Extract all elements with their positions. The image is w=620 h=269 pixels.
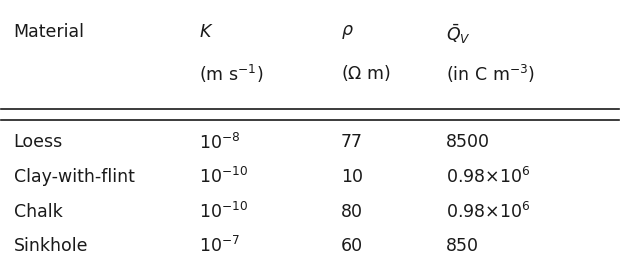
Text: $\rho$: $\rho$ — [341, 23, 353, 41]
Text: 77: 77 — [341, 133, 363, 151]
Text: $10^{-7}$: $10^{-7}$ — [199, 236, 240, 256]
Text: Loess: Loess — [14, 133, 63, 151]
Text: $\bar{Q}_V$: $\bar{Q}_V$ — [446, 23, 471, 46]
Text: 80: 80 — [341, 203, 363, 221]
Text: $K$: $K$ — [199, 23, 213, 41]
Text: $10^{-10}$: $10^{-10}$ — [199, 167, 248, 187]
Text: 850: 850 — [446, 237, 479, 255]
Text: Chalk: Chalk — [14, 203, 63, 221]
Text: 60: 60 — [341, 237, 363, 255]
Text: $10^{-10}$: $10^{-10}$ — [199, 202, 248, 222]
Text: 10: 10 — [341, 168, 363, 186]
Text: Sinkhole: Sinkhole — [14, 237, 88, 255]
Text: $0.98{\times}10^{6}$: $0.98{\times}10^{6}$ — [446, 202, 530, 222]
Text: $0.98{\times}10^{6}$: $0.98{\times}10^{6}$ — [446, 167, 530, 187]
Text: $10^{-8}$: $10^{-8}$ — [199, 132, 241, 153]
Text: $(\mathrm{m\ s}^{-1})$: $(\mathrm{m\ s}^{-1})$ — [199, 63, 263, 85]
Text: $(\Omega\ \mathrm{m})$: $(\Omega\ \mathrm{m})$ — [341, 63, 391, 83]
Text: 8500: 8500 — [446, 133, 490, 151]
Text: Material: Material — [14, 23, 85, 41]
Text: Clay-with-flint: Clay-with-flint — [14, 168, 135, 186]
Text: $(\mathrm{in\ C\ m}^{-3})$: $(\mathrm{in\ C\ m}^{-3})$ — [446, 63, 534, 85]
